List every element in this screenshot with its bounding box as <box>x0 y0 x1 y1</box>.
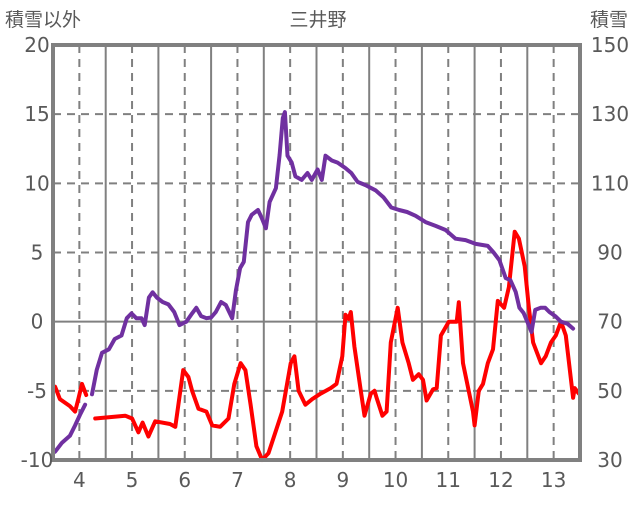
right-tick-label: 50 <box>597 379 622 403</box>
series-line-snow <box>90 110 576 397</box>
right-axis-ticks: 150 130 110 90 70 50 30 <box>591 33 629 472</box>
left-tick-label: 10 <box>24 171 49 195</box>
x-tick-label: 10 <box>383 468 408 492</box>
left-tick-label: -10 <box>21 448 54 472</box>
x-tick-label: 12 <box>488 468 513 492</box>
right-tick-label: 30 <box>597 448 622 472</box>
chart-title: 三井野 <box>289 9 346 31</box>
right-axis-title: 積雪 <box>590 9 628 31</box>
right-tick-label: 90 <box>597 241 622 265</box>
series-line-snow <box>53 402 88 454</box>
series-line-other <box>53 381 89 414</box>
left-axis-title: 積雪以外 <box>5 9 81 31</box>
left-tick-label: 5 <box>31 241 44 265</box>
x-tick-label: 11 <box>436 468 461 492</box>
plot-frame <box>51 43 582 462</box>
x-tick-label: 5 <box>126 468 139 492</box>
right-tick-label: 110 <box>591 171 629 195</box>
x-tick-label: 6 <box>178 468 191 492</box>
left-tick-label: 20 <box>24 33 49 57</box>
series-group <box>53 110 581 462</box>
x-tick-label: 8 <box>284 468 297 492</box>
grid-lines <box>53 45 580 460</box>
right-tick-label: 150 <box>591 33 629 57</box>
right-tick-label: 130 <box>591 102 629 126</box>
x-tick-label: 13 <box>541 468 566 492</box>
x-tick-label: 7 <box>231 468 244 492</box>
left-tick-label: 0 <box>31 310 44 334</box>
left-axis-ticks: 20 15 10 5 0 -5 -10 <box>21 33 54 472</box>
left-tick-label: -5 <box>27 379 47 403</box>
right-tick-label: 70 <box>597 310 622 334</box>
x-axis-ticks: 4 5 6 7 8 9 10 11 12 13 <box>73 468 566 492</box>
left-tick-label: 15 <box>24 102 49 126</box>
x-tick-label: 9 <box>336 468 349 492</box>
x-tick-label: 4 <box>73 468 86 492</box>
series-line-other <box>93 229 581 462</box>
